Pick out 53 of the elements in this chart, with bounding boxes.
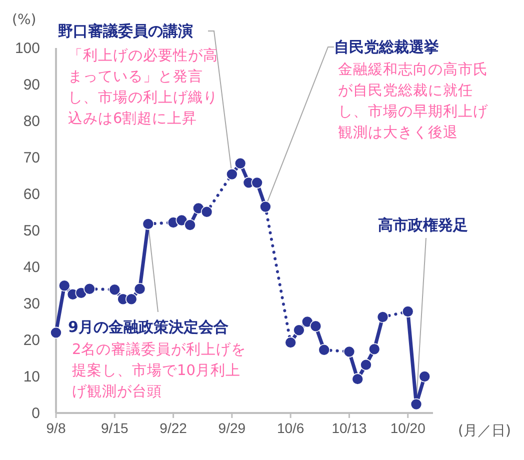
point: [284, 336, 296, 348]
point: [184, 219, 196, 231]
point: [134, 283, 146, 295]
point: [293, 324, 305, 336]
x-tick-label: 10/13: [332, 420, 367, 436]
y-axis-title: (%): [12, 12, 36, 28]
point: [260, 200, 272, 213]
point: [343, 346, 356, 358]
y-tick-label: 0: [32, 405, 40, 422]
annotation: 野口審議委員の講演: [58, 22, 193, 40]
point: [410, 398, 422, 410]
point: [360, 358, 372, 371]
x-tick-label: 10/20: [390, 420, 426, 436]
annotation: 自民党総裁選挙: [334, 38, 439, 56]
x-tick-label: 9/29: [218, 420, 246, 436]
point: [200, 206, 213, 218]
annotation: 「利上げの必要性が高まっている」と発言し、市場の利上げ織り込みは6割超に上昇: [68, 46, 218, 129]
point: [418, 370, 431, 382]
point: [234, 157, 246, 170]
point: [310, 320, 322, 332]
y-tick-label: 20: [23, 332, 40, 349]
point: [402, 306, 414, 318]
y-tick-label: 70: [23, 150, 40, 166]
point: [58, 280, 70, 292]
point: [142, 218, 154, 230]
point: [126, 293, 138, 306]
y-tick-label: 10: [23, 368, 40, 386]
point: [226, 168, 238, 180]
point: [352, 373, 364, 385]
x-tick-label: 9/8: [46, 420, 66, 436]
point: [376, 311, 389, 323]
x-tick-label: 10/6: [276, 420, 304, 436]
y-tick-label: 60: [23, 186, 40, 203]
annotation: 高市政権発足: [378, 216, 468, 234]
y-tick-label: 30: [23, 296, 40, 312]
point: [176, 214, 188, 226]
y-tick-label: 80: [23, 113, 40, 130]
x-tick-label: 9/15: [101, 420, 128, 436]
point: [50, 326, 62, 339]
point: [84, 283, 96, 295]
point: [368, 343, 380, 356]
annotation: 金融緩和志向の高市氏が自民党総裁に就任し、市場の早期利上げ観測は大きく後退: [338, 60, 489, 143]
x-tick-label: 9/22: [160, 420, 188, 436]
y-tick-label: 50: [23, 222, 40, 240]
y-tick-label: 90: [23, 76, 40, 94]
annotation: 9月の金融政策決定会合: [68, 318, 228, 336]
point: [251, 176, 263, 189]
x-axis-title: (月／日): [458, 422, 511, 440]
y-tick-label: 40: [23, 259, 40, 276]
point: [108, 284, 121, 296]
y-tick-label: 100: [14, 40, 40, 57]
annotation: 2名の審議委員が利上げを提案し、市場で10月利上げ観測が台頭: [72, 340, 248, 402]
point: [318, 344, 330, 356]
